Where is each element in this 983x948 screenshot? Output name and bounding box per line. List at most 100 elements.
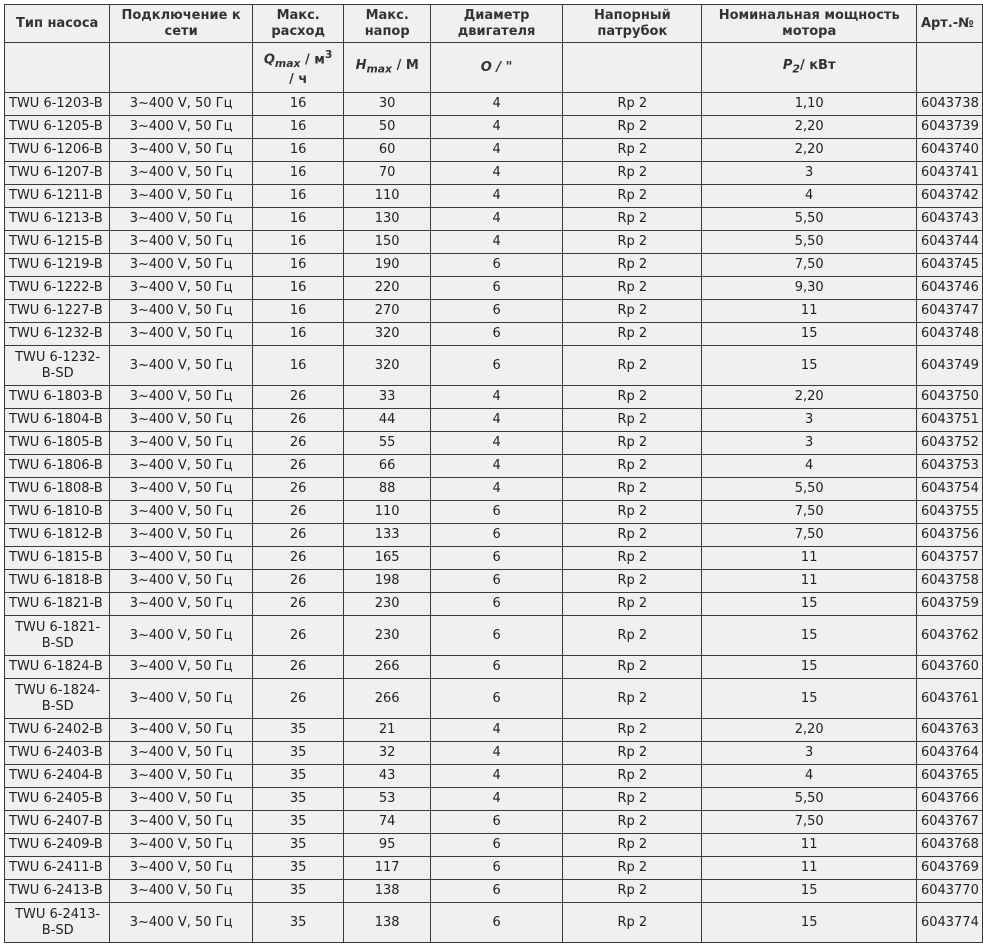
- cell-rated-power: 15: [701, 655, 917, 679]
- cell-outlet: Rp 2: [562, 431, 703, 455]
- cell-connection: 3~400 V, 50 Гц: [109, 276, 253, 300]
- cell-article-number: 6043763: [915, 718, 983, 742]
- cell-motor-diameter: 6: [429, 833, 564, 857]
- cell-motor-diameter: 6: [429, 655, 564, 679]
- cell-article-number: 6043762: [915, 615, 983, 656]
- cell-max-head: 266: [343, 678, 431, 719]
- table-row: TWU 6-1818-B 3~400 V, 50 Гц 26 198 6 Rp 2 11 60…: [3, 569, 983, 593]
- cell-max-head: 55: [343, 431, 431, 455]
- cell-article-number: 6043754: [915, 477, 983, 501]
- cell-motor-diameter: 4: [429, 207, 564, 231]
- header-max-head: Макс. напор: [343, 4, 431, 43]
- cell-pump-type: TWU 6-2404-B: [3, 764, 111, 788]
- cell-max-flow: 16: [251, 322, 345, 346]
- cell-connection: 3~400 V, 50 Гц: [109, 764, 253, 788]
- cell-rated-power: 4: [701, 184, 917, 208]
- cell-max-flow: 26: [251, 500, 345, 524]
- cell-max-flow: 16: [251, 184, 345, 208]
- cell-article-number: 6043774: [915, 902, 983, 943]
- cell-max-head: 198: [343, 569, 431, 593]
- cell-connection: 3~400 V, 50 Гц: [109, 454, 253, 478]
- cell-connection: 3~400 V, 50 Гц: [109, 253, 253, 277]
- table-row: TWU 6-2413-B 3~400 V, 50 Гц 35 138 6 Rp 2 15 60…: [3, 879, 983, 903]
- cell-max-flow: 35: [251, 764, 345, 788]
- table-row: TWU 6-1207-B 3~400 V, 50 Гц 16 70 4 Rp 2 3 6043…: [3, 161, 983, 185]
- cell-pump-type: TWU 6-1213-B: [3, 207, 111, 231]
- cell-motor-diameter: 4: [429, 787, 564, 811]
- table-row: TWU 6-2409-B 3~400 V, 50 Гц 35 95 6 Rp 2 11 604…: [3, 833, 983, 857]
- flow-superscript: 3: [324, 48, 333, 62]
- cell-motor-diameter: 6: [429, 500, 564, 524]
- cell-outlet: Rp 2: [562, 615, 703, 656]
- cell-max-head: 70: [343, 161, 431, 185]
- cell-rated-power: 4: [701, 454, 917, 478]
- cell-pump-type: TWU 6-1821-B: [3, 592, 111, 616]
- cell-max-flow: 26: [251, 385, 345, 409]
- cell-outlet: Rp 2: [562, 207, 703, 231]
- cell-connection: 3~400 V, 50 Гц: [109, 230, 253, 254]
- header-motor-diameter: Диаметр двигателя: [429, 4, 564, 43]
- diameter-unit: O / ": [480, 59, 513, 75]
- cell-motor-diameter: 4: [429, 138, 564, 162]
- cell-motor-diameter: 4: [429, 230, 564, 254]
- cell-rated-power: 7,50: [701, 500, 917, 524]
- cell-motor-diameter: 4: [429, 184, 564, 208]
- cell-outlet: Rp 2: [562, 569, 703, 593]
- cell-rated-power: 11: [701, 546, 917, 570]
- cell-max-flow: 16: [251, 230, 345, 254]
- cell-max-flow: 35: [251, 741, 345, 765]
- cell-rated-power: 2,20: [701, 138, 917, 162]
- cell-article-number: 6043745: [915, 253, 983, 277]
- cell-connection: 3~400 V, 50 Гц: [109, 879, 253, 903]
- cell-motor-diameter: 6: [429, 879, 564, 903]
- table-row: TWU 6-1806-B 3~400 V, 50 Гц 26 66 4 Rp 2 4 6043…: [3, 454, 983, 478]
- cell-max-head: 270: [343, 299, 431, 323]
- cell-max-flow: 16: [251, 92, 345, 116]
- cell-outlet: Rp 2: [562, 718, 703, 742]
- cell-max-flow: 26: [251, 431, 345, 455]
- cell-pump-type: TWU 6-1215-B: [3, 230, 111, 254]
- cell-pump-type: TWU 6-2413-B-SD: [3, 902, 111, 943]
- cell-outlet: Rp 2: [562, 92, 703, 116]
- cell-pump-type: TWU 6-1227-B: [3, 299, 111, 323]
- cell-article-number: 6043742: [915, 184, 983, 208]
- cell-article-number: 6043743: [915, 207, 983, 231]
- cell-rated-power: 3: [701, 408, 917, 432]
- cell-outlet: Rp 2: [562, 741, 703, 765]
- cell-rated-power: 4: [701, 764, 917, 788]
- cell-pump-type: TWU 6-2402-B: [3, 718, 111, 742]
- cell-outlet: Rp 2: [562, 477, 703, 501]
- cell-motor-diameter: 6: [429, 253, 564, 277]
- cell-motor-diameter: 4: [429, 431, 564, 455]
- cell-rated-power: 5,50: [701, 207, 917, 231]
- table-row: TWU 6-1821-B 3~400 V, 50 Гц 26 230 6 Rp 2 15 60…: [3, 592, 983, 616]
- cell-outlet: Rp 2: [562, 345, 703, 386]
- cell-connection: 3~400 V, 50 Гц: [109, 408, 253, 432]
- cell-rated-power: 15: [701, 345, 917, 386]
- units-flow: Qmax / м3 / ч: [251, 42, 345, 93]
- cell-article-number: 6043750: [915, 385, 983, 409]
- cell-pump-type: TWU 6-1803-B: [3, 385, 111, 409]
- cell-max-head: 43: [343, 764, 431, 788]
- cell-pump-type: TWU 6-1206-B: [3, 138, 111, 162]
- cell-max-flow: 26: [251, 477, 345, 501]
- cell-motor-diameter: 6: [429, 322, 564, 346]
- cell-article-number: 6043764: [915, 741, 983, 765]
- cell-rated-power: 15: [701, 615, 917, 656]
- cell-outlet: Rp 2: [562, 879, 703, 903]
- table-row: TWU 6-1227-B 3~400 V, 50 Гц 16 270 6 Rp 2 11 60…: [3, 299, 983, 323]
- cell-pump-type: TWU 6-1810-B: [3, 500, 111, 524]
- cell-max-flow: 35: [251, 718, 345, 742]
- cell-rated-power: 15: [701, 902, 917, 943]
- cell-max-flow: 26: [251, 678, 345, 719]
- cell-max-head: 220: [343, 276, 431, 300]
- flow-subscript: max: [274, 56, 301, 70]
- table-row: TWU 6-1808-B 3~400 V, 50 Гц 26 88 4 Rp 2 5,50 6…: [3, 477, 983, 501]
- cell-outlet: Rp 2: [562, 500, 703, 524]
- cell-rated-power: 2,20: [701, 115, 917, 139]
- header-article-number: Арт.-№: [915, 4, 983, 43]
- cell-rated-power: 7,50: [701, 253, 917, 277]
- cell-rated-power: 5,50: [701, 477, 917, 501]
- table-row: TWU 6-2407-B 3~400 V, 50 Гц 35 74 6 Rp 2 7,50 6…: [3, 810, 983, 834]
- cell-max-flow: 16: [251, 115, 345, 139]
